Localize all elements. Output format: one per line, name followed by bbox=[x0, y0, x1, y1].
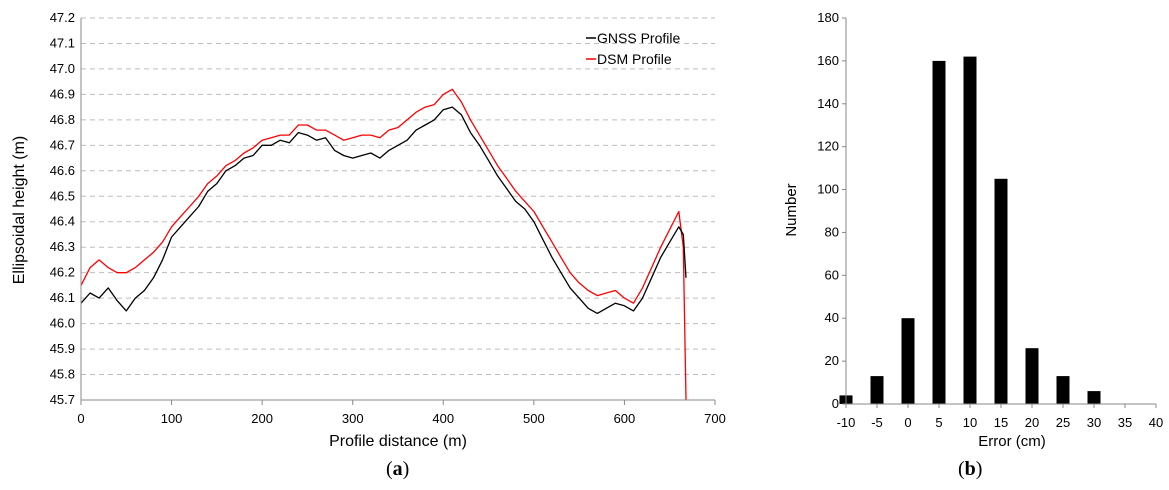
error-histogram-x-tick-label: 10 bbox=[963, 415, 977, 430]
error-histogram-y-tick-label: 0 bbox=[832, 396, 839, 411]
error-histogram: 0 20 40 60 80 100 120 140 160 180 -10 -5 0 5 10 15 20 25 3… bbox=[783, 10, 1163, 450]
error-histogram-bar bbox=[1025, 348, 1039, 404]
profile-chart-y-tick-label: 46.5 bbox=[50, 188, 75, 203]
error-histogram-y-tick-label: 40 bbox=[825, 310, 839, 325]
error-histogram-x-axis-title: Error (cm) bbox=[978, 433, 1046, 450]
profile-chart-y-tick-label: 46.7 bbox=[50, 137, 75, 152]
profile-chart-ticks: 45.7 45.8 45.9 46.0 46.1 46.2 46.3 46.4 46.5 46.6… bbox=[50, 10, 726, 426]
error-histogram-x-tick-label: 15 bbox=[994, 415, 1008, 430]
error-histogram-x-tick-label: 35 bbox=[1118, 415, 1132, 430]
error-histogram-y-tick-label: 160 bbox=[817, 53, 839, 68]
error-histogram-bar bbox=[994, 178, 1008, 404]
profile-chart-x-tick-label: 400 bbox=[432, 411, 454, 426]
error-histogram-y-tick-label: 180 bbox=[817, 10, 839, 25]
profile-chart-y-tick-label: 45.7 bbox=[50, 392, 75, 407]
panel-b-caption: (b) bbox=[958, 458, 983, 480]
profile-chart-x-tick-label: 700 bbox=[704, 411, 726, 426]
profile-chart-x-tick-label: 300 bbox=[342, 411, 364, 426]
error-histogram-x-tick-label: 30 bbox=[1087, 415, 1101, 430]
error-histogram-x-tick-label: 25 bbox=[1056, 415, 1070, 430]
error-histogram-y-tick-label: 140 bbox=[817, 96, 839, 111]
error-histogram-y-tick-label: 60 bbox=[825, 267, 839, 282]
error-histogram-bar bbox=[932, 60, 946, 405]
error-histogram-x-tick-label: -10 bbox=[837, 415, 856, 430]
profile-chart-y-tick-label: 46.0 bbox=[50, 316, 75, 331]
profile-chart-x-tick-label: 100 bbox=[161, 411, 183, 426]
profile-chart-y-tick-label: 46.9 bbox=[50, 86, 75, 101]
profile-chart-legend: GNSS Profile DSM Profile bbox=[586, 30, 680, 67]
profile-chart-y-tick-label: 45.9 bbox=[50, 341, 75, 356]
dsm-profile-line bbox=[80, 88, 687, 401]
profile-chart-x-tick-label: 200 bbox=[251, 411, 273, 426]
error-histogram-y-axis-title: Number bbox=[783, 183, 800, 236]
profile-chart-grid bbox=[81, 17, 715, 376]
profile-chart-y-tick-label: 47.1 bbox=[50, 35, 75, 50]
error-histogram-x-tick-label: 5 bbox=[935, 415, 942, 430]
profile-chart-y-tick-label: 47.2 bbox=[50, 10, 75, 25]
error-histogram-x-tick-label: 20 bbox=[1025, 415, 1039, 430]
error-histogram-y-tick-label: 100 bbox=[817, 182, 839, 197]
error-histogram-ticks: 0 20 40 60 80 100 120 140 160 180 -10 -5 0 5 10 15 20 25 3… bbox=[817, 10, 1163, 430]
profile-chart-x-axis-title: Profile distance (m) bbox=[329, 433, 467, 450]
error-histogram-x-tick-label: 40 bbox=[1149, 415, 1163, 430]
profile-chart-series bbox=[80, 88, 687, 401]
profile-chart-axes bbox=[80, 18, 715, 401]
profile-chart: 45.7 45.8 45.9 46.0 46.1 46.2 46.3 46.4 46.5 46.6… bbox=[11, 10, 726, 450]
profile-chart-y-tick-label: 46.2 bbox=[50, 265, 75, 280]
error-histogram-y-tick-label: 120 bbox=[817, 139, 839, 154]
panel-a-caption-letter: a bbox=[392, 458, 403, 480]
profile-chart-y-tick-label: 46.4 bbox=[50, 214, 75, 229]
error-histogram-y-tick-label: 20 bbox=[825, 353, 839, 368]
legend-label-gnss: GNSS Profile bbox=[597, 30, 680, 46]
profile-chart-y-tick-label: 45.8 bbox=[50, 367, 75, 382]
profile-chart-y-tick-label: 47.0 bbox=[50, 61, 75, 76]
profile-chart-y-tick-label: 46.3 bbox=[50, 239, 75, 254]
panel-b-caption-letter: b bbox=[964, 458, 976, 480]
gnss-profile-line bbox=[80, 106, 687, 315]
profile-chart-y-tick-label: 46.8 bbox=[50, 112, 75, 127]
error-histogram-x-tick-label: -5 bbox=[871, 415, 883, 430]
error-histogram-bar bbox=[963, 56, 977, 404]
profile-chart-x-tick-label: 600 bbox=[614, 411, 636, 426]
error-histogram-bar bbox=[1056, 376, 1070, 404]
error-histogram-bar bbox=[870, 376, 884, 404]
error-histogram-x-tick-label: 0 bbox=[904, 415, 911, 430]
profile-chart-x-tick-label: 0 bbox=[77, 411, 84, 426]
error-histogram-bars bbox=[839, 56, 1101, 405]
error-histogram-y-tick-label: 80 bbox=[825, 224, 839, 239]
error-histogram-bar bbox=[1087, 391, 1101, 404]
error-histogram-bar bbox=[901, 318, 915, 404]
profile-chart-x-tick-label: 500 bbox=[523, 411, 545, 426]
profile-chart-y-tick-label: 46.1 bbox=[50, 290, 75, 305]
profile-chart-y-tick-label: 46.6 bbox=[50, 163, 75, 178]
profile-chart-y-axis-title: Ellipsoidal height (m) bbox=[11, 136, 28, 285]
legend-label-dsm: DSM Profile bbox=[597, 51, 672, 67]
panel-a-caption: (a) bbox=[386, 458, 410, 480]
